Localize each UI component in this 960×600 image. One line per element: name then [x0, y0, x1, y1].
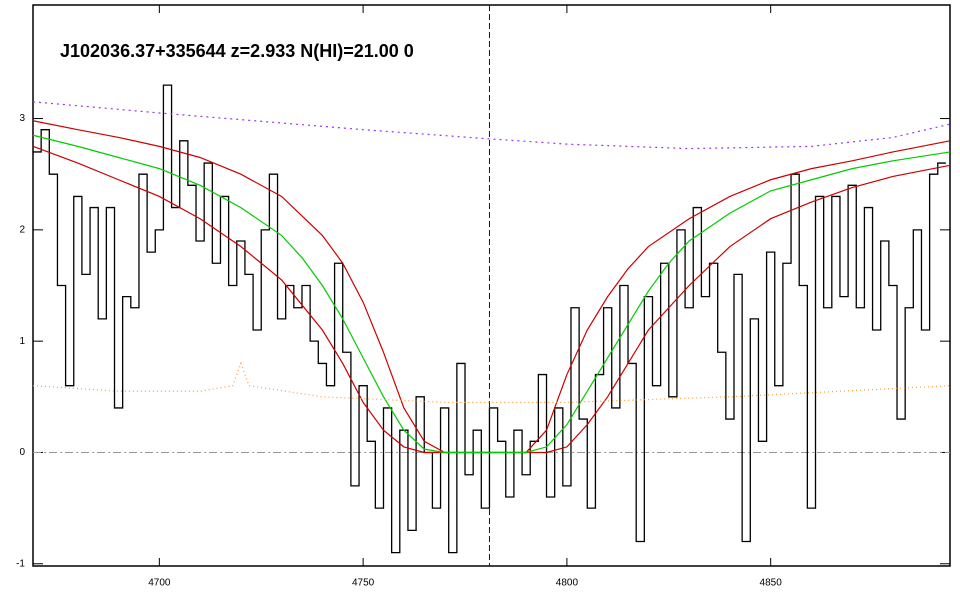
x-tick-label: 4750 — [352, 578, 375, 589]
series-line — [32, 361, 951, 403]
y-tick-label: -1 — [16, 558, 25, 569]
series-line — [32, 134, 951, 454]
series-line — [33, 84, 946, 554]
y-tick-label: 3 — [19, 113, 25, 124]
plot-frame — [32, 4, 951, 567]
series-line — [32, 101, 951, 150]
x-tick-label: 4800 — [556, 578, 579, 589]
x-tick-label: 4850 — [760, 578, 783, 589]
y-tick-label: 1 — [19, 336, 25, 347]
y-tick-label: 2 — [19, 224, 25, 235]
chart-title: J102036.37+335644 z=2.933 N(HI)=21.00 0 — [60, 41, 414, 61]
y-tick-label: 0 — [19, 447, 25, 458]
x-tick-label: 4700 — [148, 578, 171, 589]
